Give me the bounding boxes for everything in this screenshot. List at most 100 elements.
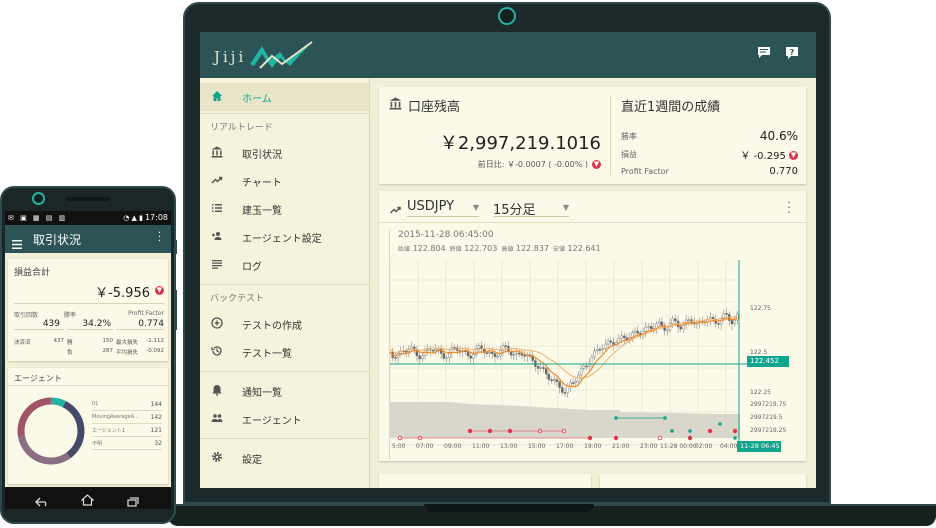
balance-tick: 2997219.25 <box>750 427 787 434</box>
sidebar-item-label: チャート <box>242 177 282 189</box>
candle-body <box>598 349 602 351</box>
laptop-camera <box>498 7 516 25</box>
chart-area[interactable]: 2015-11-28 06:45:00 始値 122.804 終値 122.70… <box>389 230 789 460</box>
sidebar-item-positions[interactable]: 建玉一覧 <box>200 195 369 223</box>
phone-app-bar: 取引状況 · · · <box>5 225 171 253</box>
more-vert-icon[interactable]: · · · <box>787 196 791 219</box>
candle-body <box>636 330 639 334</box>
candle-body <box>606 340 610 345</box>
help-icon[interactable]: ? <box>785 46 799 60</box>
candle-body <box>523 355 526 357</box>
legend-value: 144 <box>150 400 162 408</box>
weekly-stats: 勝率 40.6% 損益 ￥ -0.295 ▼ Profit Factor 0.7… <box>621 127 798 179</box>
bottom-card-right <box>600 474 806 488</box>
candle-body <box>590 356 594 364</box>
more-vert-icon[interactable]: · · · <box>157 228 161 247</box>
time-tick: 09:00 <box>444 443 462 450</box>
time-tick: 23:00 <box>640 443 658 450</box>
candle-body <box>421 355 424 360</box>
bank-icon <box>210 146 224 160</box>
balance-title: 口座残高 <box>408 100 461 115</box>
sidebar-item-home[interactable]: ホーム <box>200 83 369 111</box>
candle-body <box>574 380 577 384</box>
candle-body <box>719 318 723 325</box>
agents-title: エージェント <box>14 374 62 383</box>
weekly-title: 直近1週間の成績 <box>621 100 721 115</box>
phone-nav-bar <box>5 487 171 509</box>
time-tick: 21:00 <box>612 443 630 450</box>
candle-body <box>469 355 472 359</box>
sidebar-item-log[interactable]: ログ <box>200 251 369 279</box>
candle-body <box>480 345 483 349</box>
sidebar-item-create-test[interactable]: テストの作成 <box>200 310 369 338</box>
donut-slice <box>17 435 71 465</box>
candle-body <box>663 325 666 331</box>
ohlc-label-close: 終値 <box>449 246 462 253</box>
sidebar-item-label: 通知一覧 <box>242 387 282 399</box>
candle-body <box>687 319 691 321</box>
sidebar-item-notifications[interactable]: 通知一覧 <box>200 377 369 405</box>
candle-body <box>544 368 548 375</box>
app-logo[interactable]: Jiji <box>212 38 322 72</box>
phone-side-button <box>174 290 177 330</box>
candle-body <box>671 318 674 324</box>
sidebar-item-chart[interactable]: チャート <box>200 167 369 195</box>
sidebar-item-label: 設定 <box>242 454 262 466</box>
win-rate-label: 勝率 <box>621 131 637 141</box>
pl-values: 439 34.2% 0.774 <box>14 319 164 330</box>
candle-body <box>448 352 451 359</box>
candle-body <box>593 350 596 358</box>
ohlc-high: 122.837 <box>515 244 549 253</box>
pl-header: 取引回数 <box>14 312 39 319</box>
time-tick: 11-28 00:00 <box>660 443 697 450</box>
down-arrow-icon: ▼ <box>155 286 164 295</box>
chat-icon[interactable] <box>757 46 771 60</box>
sidebar-item-settings[interactable]: 設定 <box>200 444 369 472</box>
ohlc-close: 122.703 <box>464 244 498 253</box>
sidebar-item-trade-status[interactable]: 取引状況 <box>200 139 369 167</box>
candle-body <box>625 337 629 340</box>
candle-body <box>550 379 553 381</box>
trade-marker <box>614 416 618 420</box>
price-tick: 122.25 <box>750 389 771 396</box>
legend-row: 不明 32 <box>92 437 162 450</box>
candle-body <box>434 349 437 352</box>
candle-body <box>612 342 615 345</box>
interval-select-value: 15分足 <box>493 203 536 218</box>
win-rate-value: 40.6% <box>759 129 798 143</box>
candle-body <box>394 357 397 359</box>
interval-select[interactable]: 15分足 ▼ <box>493 199 569 218</box>
cursor-time-badge: 11-28 06:45 <box>737 441 781 452</box>
candle-body <box>660 321 664 326</box>
candle-body <box>596 349 599 352</box>
candle-body <box>512 354 516 356</box>
pl-header: 勝率 <box>64 312 77 319</box>
legend-name: エージェント1 <box>92 427 126 434</box>
candle-body <box>466 351 470 357</box>
sidebar-item-agents[interactable]: エージェント <box>200 405 369 433</box>
candle-body <box>496 355 499 358</box>
profit-factor-value: 0.770 <box>769 165 798 177</box>
pl-detail-label: 平均損失 <box>116 350 139 356</box>
balance-tick: 2997219.75 <box>750 401 787 408</box>
back-icon[interactable] <box>35 492 49 511</box>
group-add-icon <box>210 230 224 244</box>
balance-title-row: 口座残高 <box>389 96 460 115</box>
donut-slice <box>17 397 52 437</box>
agents-legend: 01 144 MovingAverageA... 142 エージェント1 121 不明… <box>92 398 162 450</box>
recent-apps-icon[interactable] <box>127 492 139 511</box>
legend-row: エージェント1 121 <box>92 424 162 437</box>
sidebar-item-agent-settings[interactable]: エージェント設定 <box>200 223 369 251</box>
pl-detail-value: 437 <box>53 338 65 344</box>
sidebar-item-label: エージェント <box>242 415 302 427</box>
sidebar-item-test-list[interactable]: テスト一覧 <box>200 338 369 366</box>
pair-select[interactable]: USDJPY ▼ <box>407 199 479 217</box>
time-axis: 5:00 07:00 09:00 11:00 13:00 15:00 17:00 19:00 2… <box>390 443 750 453</box>
add-circle-icon <box>210 317 224 331</box>
people-icon <box>210 412 224 426</box>
menu-icon[interactable] <box>12 234 22 253</box>
candle-body <box>666 329 669 332</box>
home-nav-icon[interactable] <box>80 491 95 510</box>
phone-screen: ✉ ▣ ▦ ▤ ▥ ◔ ▲ ▮ 17:08 取引状況 · · · 損益合計 ￥-5.… <box>5 211 171 487</box>
svg-text:?: ? <box>790 48 795 57</box>
